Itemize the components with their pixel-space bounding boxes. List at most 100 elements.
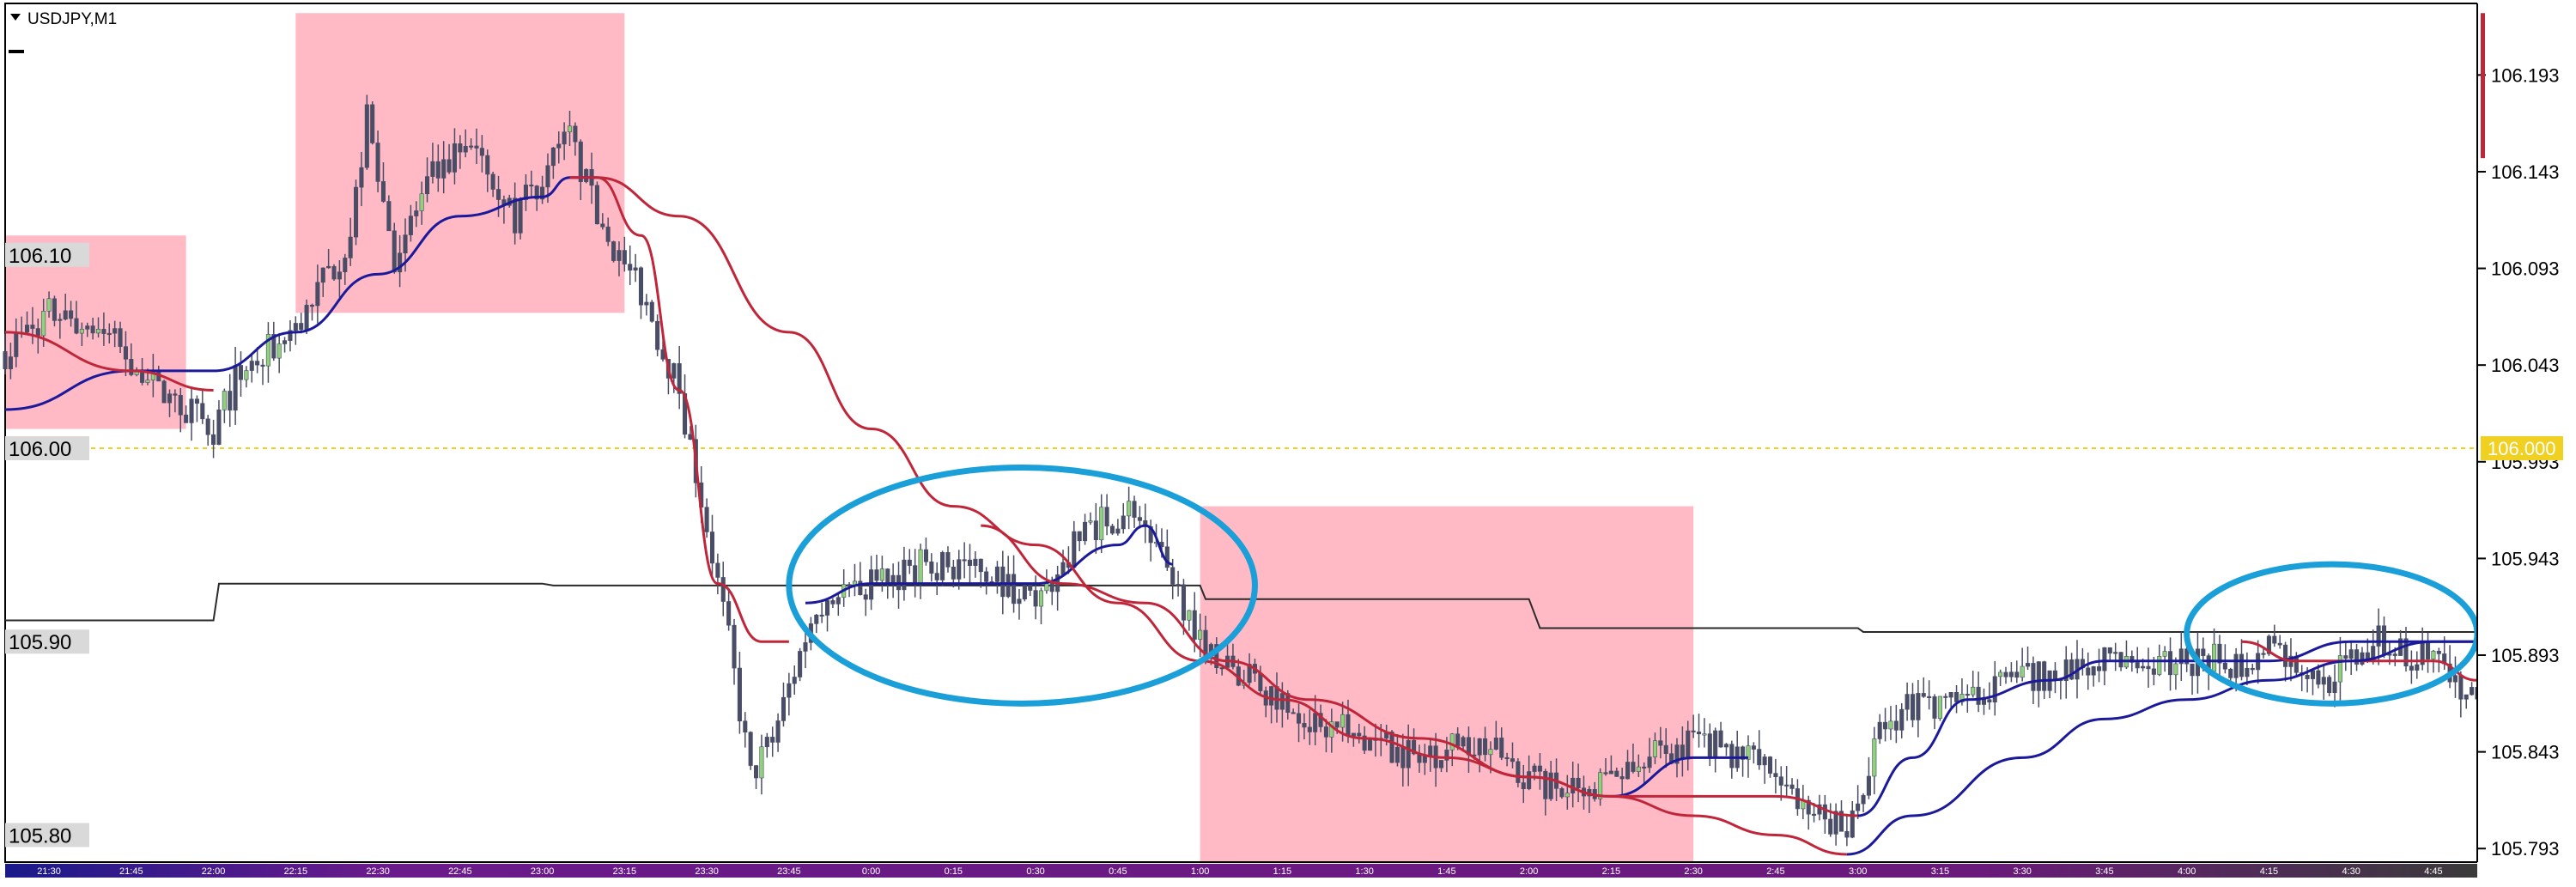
candle-body <box>309 305 315 307</box>
candle-body <box>25 325 30 333</box>
candle-body <box>74 318 79 334</box>
time-axis-bar <box>5 864 2477 878</box>
time-tick-label: 23:30 <box>695 866 719 877</box>
candle-body <box>1269 686 1274 706</box>
candle-body <box>759 746 764 779</box>
candle-body <box>398 252 403 273</box>
candle-body <box>354 186 359 238</box>
candle-body <box>2091 666 2096 676</box>
candle-body <box>1625 762 1631 780</box>
candle-body <box>194 398 199 404</box>
candle-body <box>129 359 134 375</box>
candle-body <box>1576 777 1581 789</box>
candle-body <box>58 319 63 321</box>
candle-body <box>1428 745 1433 756</box>
candle-body <box>1444 750 1449 761</box>
candle-body <box>2332 681 2337 693</box>
symbol-title: USDJPY,M1 <box>27 10 117 28</box>
candle-body <box>189 398 194 423</box>
candle-body <box>1493 738 1498 750</box>
candle-body <box>255 361 260 366</box>
candle-body <box>600 223 605 228</box>
candle-body <box>1548 772 1553 799</box>
candle-body <box>1132 501 1137 518</box>
price-tick-label: 106.043 <box>2491 355 2560 376</box>
candle-body <box>447 159 452 173</box>
candle-body <box>1954 692 1959 702</box>
candle-body <box>1483 738 1488 756</box>
moving-average-line <box>1846 640 2477 856</box>
candle-body <box>1181 584 1187 621</box>
candle-body <box>425 176 430 195</box>
candle-body <box>978 558 983 573</box>
price-level-box <box>5 823 89 848</box>
candle-body <box>1603 772 1608 775</box>
candle-body <box>1658 740 1663 746</box>
candle-body <box>52 298 57 321</box>
candle-body <box>617 250 622 261</box>
candle-body <box>2008 671 2014 677</box>
price-level-label: 105.90 <box>9 631 71 654</box>
price-axis: 106.193106.143106.093106.043105.993105.9… <box>2476 0 2576 883</box>
candle-body <box>863 594 868 600</box>
chevron-down-icon[interactable] <box>10 14 21 21</box>
candle-body <box>337 271 342 280</box>
candle-body <box>403 234 408 253</box>
candle-body <box>1998 671 2003 677</box>
candle-body <box>343 258 348 272</box>
candle-body <box>1598 772 1603 799</box>
time-tick-label: 4:15 <box>2260 866 2278 877</box>
candle-body <box>2212 643 2217 672</box>
candle-body <box>1279 693 1285 710</box>
candle-body <box>1686 730 1691 760</box>
candle-body <box>1412 739 1417 755</box>
price-tick-label: 106.093 <box>2491 258 2560 280</box>
candle-body <box>1888 720 1893 730</box>
candle-body <box>709 532 715 564</box>
candle-body <box>2173 663 2178 676</box>
candle-body <box>1757 749 1762 766</box>
candle-body <box>463 146 468 153</box>
time-axis: 21:30 21:45 22:00 22:15 22:30 22:45 23:00 23:15… <box>5 864 2477 878</box>
candle-body <box>79 329 84 334</box>
candle-body <box>858 580 863 595</box>
candle-body <box>1838 811 1844 832</box>
title-bar: USDJPY,M1 <box>9 10 117 53</box>
price-tick-label: 105.943 <box>2491 548 2560 569</box>
candle-body <box>331 265 337 280</box>
candle-body <box>315 282 320 307</box>
candle-body <box>46 298 52 312</box>
candle-body <box>545 165 550 188</box>
candle-body <box>1729 744 1735 769</box>
candle-body <box>2233 653 2239 678</box>
candle-body <box>2107 647 2112 653</box>
candle-body <box>2409 665 2414 671</box>
candle-body <box>2157 656 2162 675</box>
candle-body <box>715 562 720 578</box>
candle-body <box>1406 739 1411 769</box>
candle-body <box>1296 713 1302 724</box>
candle-body <box>408 216 413 235</box>
candle-body <box>792 677 797 684</box>
candle-body <box>271 334 276 359</box>
candle-body <box>1741 746 1746 760</box>
candle-body <box>2470 687 2475 696</box>
candle-body <box>819 614 824 617</box>
candle-body <box>1893 720 1899 731</box>
candle-body <box>249 361 254 371</box>
candle-body <box>260 364 265 367</box>
candle-body <box>1822 804 1827 820</box>
candle-body <box>518 199 523 234</box>
candle-body <box>1773 773 1778 777</box>
candle-body <box>1455 733 1461 747</box>
candle-body <box>2403 638 2409 667</box>
candle-body <box>704 507 709 532</box>
current-price-label: 106.000 <box>2488 438 2556 459</box>
candle-body <box>1176 584 1181 586</box>
candle-body <box>1937 696 1942 719</box>
candle-body <box>825 600 830 616</box>
price-level-box <box>5 629 89 654</box>
candle-body <box>973 558 978 566</box>
